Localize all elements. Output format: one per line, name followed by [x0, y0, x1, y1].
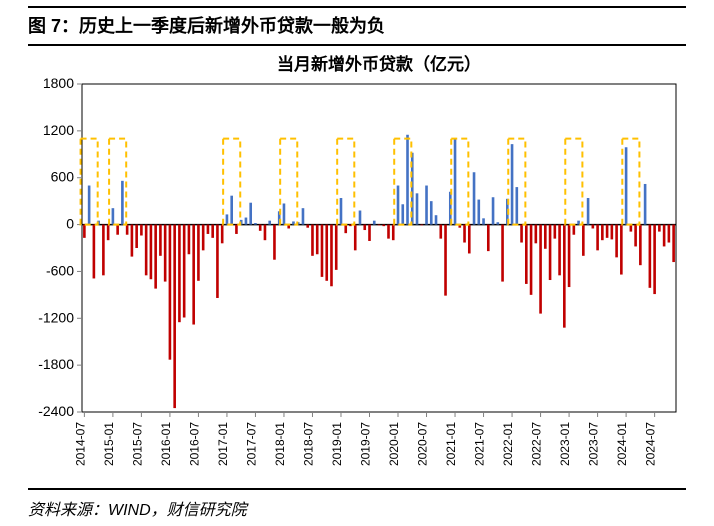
svg-text:2014-07: 2014-07 — [73, 422, 87, 466]
svg-text:2016-01: 2016-01 — [159, 422, 173, 466]
svg-text:2016-07: 2016-07 — [187, 422, 201, 466]
svg-text:-1800: -1800 — [38, 356, 74, 372]
svg-text:0: 0 — [66, 216, 74, 232]
svg-text:2020-01: 2020-01 — [387, 422, 401, 466]
svg-text:2023-07: 2023-07 — [587, 422, 601, 466]
svg-text:-1200: -1200 — [38, 309, 74, 325]
svg-text:2017-01: 2017-01 — [216, 422, 230, 466]
svg-text:-2400: -2400 — [38, 403, 74, 419]
svg-text:2018-01: 2018-01 — [273, 422, 287, 466]
svg-text:2015-01: 2015-01 — [102, 422, 116, 466]
svg-text:2022-01: 2022-01 — [501, 422, 515, 466]
svg-text:2024-01: 2024-01 — [615, 422, 629, 466]
data-source: 资料来源：WIND，财信研究院 — [28, 488, 686, 520]
svg-text:2022-07: 2022-07 — [530, 422, 544, 466]
svg-text:当月新增外币贷款（亿元）: 当月新增外币贷款（亿元） — [277, 54, 481, 74]
svg-text:2015-07: 2015-07 — [130, 422, 144, 466]
figure-caption-bar: 图 7：历史上一季度后新增外币贷款一般为负 — [28, 6, 686, 46]
svg-text:2021-01: 2021-01 — [444, 422, 458, 466]
svg-text:2017-07: 2017-07 — [244, 422, 258, 466]
svg-text:2024-07: 2024-07 — [644, 422, 658, 466]
svg-text:1200: 1200 — [43, 122, 74, 138]
svg-text:2020-07: 2020-07 — [416, 422, 430, 466]
bar-chart: 当月新增外币贷款（亿元） -2400 -1800 -1200 -600 0 600 1200 1… — [28, 50, 686, 480]
svg-text:1800: 1800 — [43, 75, 74, 91]
svg-text:600: 600 — [51, 169, 75, 185]
figure-container: 图 7：历史上一季度后新增外币贷款一般为负 当月新增外币贷款（亿元） -2400 -… — [0, 0, 714, 526]
svg-text:-600: -600 — [46, 262, 74, 278]
svg-text:2023-01: 2023-01 — [558, 422, 572, 466]
chart-svg: 当月新增外币贷款（亿元） -2400 -1800 -1200 -600 0 600 1200 1… — [28, 50, 686, 480]
svg-text:2019-01: 2019-01 — [330, 422, 344, 466]
svg-text:2019-07: 2019-07 — [358, 422, 372, 466]
svg-text:2018-07: 2018-07 — [301, 422, 315, 466]
svg-text:2021-07: 2021-07 — [473, 422, 487, 466]
figure-caption: 图 7：历史上一季度后新增外币贷款一般为负 — [28, 16, 385, 36]
